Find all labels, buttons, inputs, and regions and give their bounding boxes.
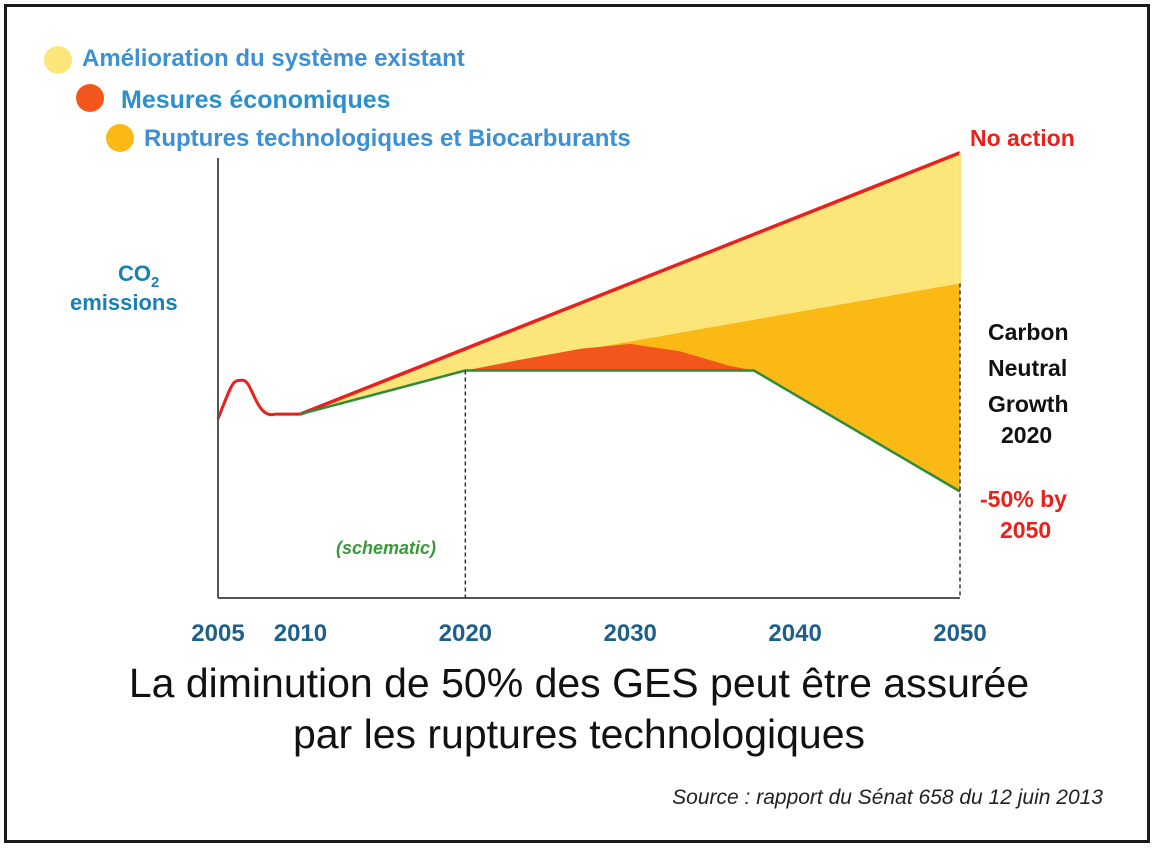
area-economic xyxy=(465,343,754,371)
source-note: Source : rapport du Sénat 658 du 12 juin… xyxy=(672,786,1103,809)
x-tick-labels: 2005 2010 2020 2030 2040 2050 xyxy=(191,620,986,647)
area-technological xyxy=(300,283,960,492)
annotation-reduction-1: -50% by xyxy=(980,486,1067,512)
line-target xyxy=(300,369,961,493)
line-no-action xyxy=(299,151,961,416)
legend: Amélioration du système existant Mesures… xyxy=(44,45,631,152)
annotation-cng-4: 2020 xyxy=(1001,422,1052,448)
chart-title-line1: La diminution de 50% des GES peut être a… xyxy=(129,660,1029,706)
x-tick-2030: 2030 xyxy=(604,620,657,647)
annotation-cng-3: Growth xyxy=(988,391,1069,417)
x-tick-2010: 2010 xyxy=(274,620,327,647)
annotation-reduction-2: 2050 xyxy=(1000,517,1051,543)
y-axis-label-emissions: emissions xyxy=(70,290,178,315)
legend-label-economic: Mesures économiques xyxy=(121,86,391,114)
legend-label-improvement: Amélioration du système existant xyxy=(82,45,465,72)
x-tick-2005: 2005 xyxy=(191,620,244,647)
legend-swatch-economic xyxy=(76,84,104,112)
x-tick-2050: 2050 xyxy=(933,620,986,647)
line-history xyxy=(216,378,301,420)
annotation-no-action: No action xyxy=(970,125,1075,151)
legend-label-technological: Ruptures technologiques et Biocarburants xyxy=(144,125,631,152)
annotation-cng-1: Carbon xyxy=(988,319,1069,345)
y-axis-label-co: CO2 xyxy=(118,261,159,291)
annotation-schematic: (schematic) xyxy=(336,538,436,558)
x-tick-2020: 2020 xyxy=(439,620,492,647)
legend-swatch-improvement xyxy=(44,46,72,74)
x-tick-2040: 2040 xyxy=(768,620,821,647)
chart-title-line2: par les ruptures technologiques xyxy=(293,711,865,757)
legend-swatch-technological xyxy=(106,124,134,152)
annotation-cng-2: Neutral xyxy=(988,355,1067,381)
